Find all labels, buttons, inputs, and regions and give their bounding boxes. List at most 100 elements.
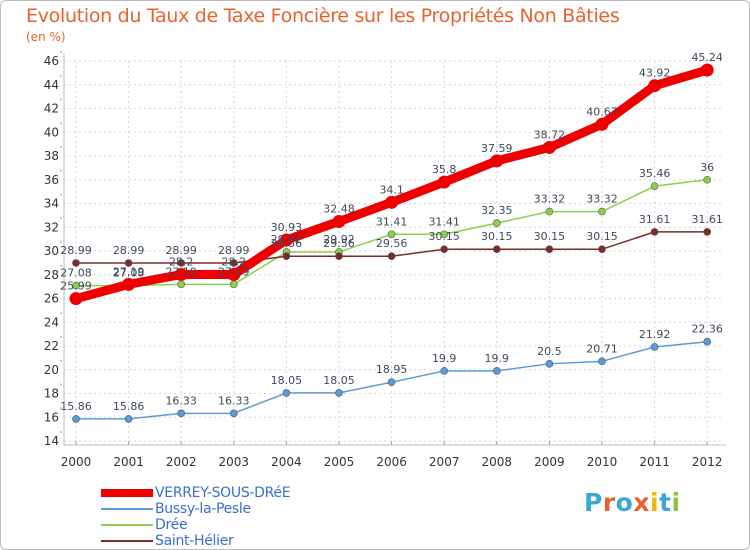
series-1-data-label: 19.9 xyxy=(432,352,457,365)
legend-label: VERREY-SOUS-DRéE xyxy=(155,485,291,501)
x-tick-label: 2001 xyxy=(113,455,144,469)
series-2-point xyxy=(492,219,501,227)
series-1-point xyxy=(124,415,133,423)
x-tick-label: 2010 xyxy=(587,455,618,469)
series-1-data-label: 18.05 xyxy=(323,374,355,387)
series-1-data-label: 20.5 xyxy=(537,345,562,358)
x-tick-label: 2009 xyxy=(534,455,565,469)
series-3-point xyxy=(335,252,343,261)
series-2-point xyxy=(72,281,80,290)
series-0-data-label: 37.59 xyxy=(481,142,513,155)
series-0-point xyxy=(279,233,293,247)
series-0-point xyxy=(437,175,451,189)
x-tick-label: 2006 xyxy=(376,455,407,469)
legend-swatch xyxy=(101,508,153,510)
series-3-data-label: 28.99 xyxy=(113,244,145,257)
series-1-point xyxy=(492,367,501,375)
series-2-data-label: 35.46 xyxy=(639,167,671,180)
series-0-point xyxy=(174,268,188,282)
series-0-data-label: 40.67 xyxy=(586,105,618,118)
series-3-data-label: 28.99 xyxy=(165,244,197,257)
series-3-data-label: 31.61 xyxy=(639,213,671,226)
legend-item: Saint-Hélier xyxy=(101,533,401,549)
series-2-data-label: 27.19 xyxy=(218,265,250,278)
series-1-data-label: 18.95 xyxy=(376,363,408,376)
series-3-point xyxy=(703,228,712,236)
x-tick-label: 2000 xyxy=(61,455,92,469)
chart-unit-label: (en %) xyxy=(26,30,66,44)
series-0-point xyxy=(542,140,556,154)
axis-layer: 14 16 18 20 22 24 26 28 30 32 34 36 38 40 42 44 46 2000 20… xyxy=(44,51,726,469)
series-3-point xyxy=(650,228,659,236)
series-layer xyxy=(69,63,714,423)
series-0-point xyxy=(332,215,346,229)
series-2-point xyxy=(177,280,185,289)
y-tick-label: 30 xyxy=(44,244,59,258)
y-tick-label: 32 xyxy=(44,220,59,234)
y-tick-label: 16 xyxy=(44,410,59,424)
series-1-data-label: 18.05 xyxy=(271,374,303,387)
series-3-data-label: 30.15 xyxy=(481,230,513,243)
series-1-point xyxy=(282,389,291,397)
series-2-data-label: 29.92 xyxy=(323,233,355,246)
series-1-point xyxy=(598,357,606,366)
series-3-data-label: 30.15 xyxy=(586,230,618,243)
x-tick-label: 2005 xyxy=(324,455,355,469)
series-1-data-label: 22.36 xyxy=(691,323,723,336)
series-3-point xyxy=(124,259,133,267)
series-3-data-label: 30.15 xyxy=(534,230,566,243)
proxiti-logo: Proxiti xyxy=(584,488,681,517)
series-2-data-label: 32.35 xyxy=(481,204,513,217)
series-2-data-label: 27.08 xyxy=(60,267,92,280)
series-3-data-label: 28.99 xyxy=(218,244,250,257)
x-tick-label: 2007 xyxy=(429,455,460,469)
x-tick-label: 2011 xyxy=(639,455,670,469)
series-2-point xyxy=(598,207,606,216)
series-3-point xyxy=(387,252,396,261)
series-1-data-label: 16.33 xyxy=(165,394,197,407)
y-tick-label: 24 xyxy=(44,315,59,329)
series-2-point xyxy=(545,207,554,216)
series-3-point xyxy=(230,259,238,267)
series-0-data-label: 45.24 xyxy=(691,51,723,64)
series-0-data-label: 43.92 xyxy=(639,67,671,80)
series-1-point xyxy=(650,343,659,351)
series-0-point xyxy=(385,195,399,209)
series-1-point xyxy=(545,360,554,368)
series-1-data-label: 20.71 xyxy=(586,342,618,355)
series-2-data-label: 27.08 xyxy=(113,267,145,280)
y-tick-label: 34 xyxy=(44,197,59,211)
series-0-data-label: 32.48 xyxy=(323,203,355,216)
legend-label: Bussy-la-Pesle xyxy=(155,501,251,517)
series-0-point xyxy=(700,63,714,77)
series-2-data-label: 31.41 xyxy=(428,215,460,228)
series-2-data-label: 29.92 xyxy=(271,233,303,246)
series-1-point xyxy=(335,389,343,397)
series-0-data-label: 38.72 xyxy=(534,128,566,141)
x-tick-label: 2003 xyxy=(219,455,250,469)
series-1-point xyxy=(703,337,712,346)
y-tick-label: 22 xyxy=(44,339,59,353)
series-2-data-label: 33.32 xyxy=(586,193,618,206)
series-0-point xyxy=(648,79,662,93)
x-tick-label: 2002 xyxy=(166,455,197,469)
series-2-data-label: 27.19 xyxy=(165,265,197,278)
series-2-data-label: 33.32 xyxy=(534,193,566,206)
series-2-point xyxy=(703,175,712,184)
series-1-point xyxy=(177,409,185,418)
x-tick-label: 2012 xyxy=(692,455,723,469)
series-0-point xyxy=(595,117,609,131)
series-1-data-label: 16.33 xyxy=(218,394,250,407)
series-1-point xyxy=(440,367,449,375)
series-2-point xyxy=(650,182,659,190)
legend-swatch xyxy=(101,540,153,542)
series-2-data-label: 31.41 xyxy=(376,215,408,228)
series-3-point xyxy=(545,245,554,254)
legend-swatch xyxy=(101,489,153,497)
y-tick-label: 42 xyxy=(44,102,59,116)
series-1-point xyxy=(230,409,238,418)
series-3-point xyxy=(492,245,501,254)
series-0-point xyxy=(69,292,83,306)
